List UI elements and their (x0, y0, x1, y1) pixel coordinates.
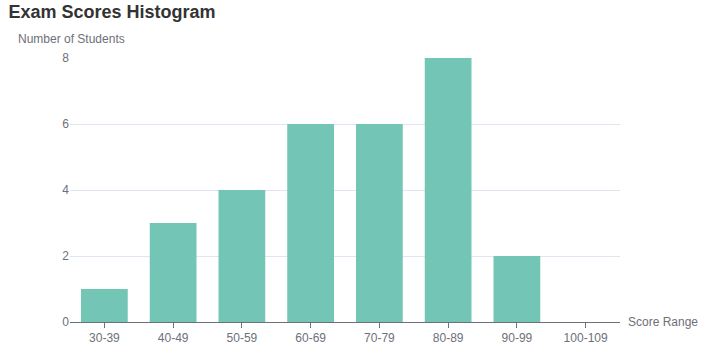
svg-text:100-109: 100-109 (564, 331, 608, 345)
svg-text:70-79: 70-79 (364, 331, 395, 345)
svg-text:90-99: 90-99 (502, 331, 533, 345)
svg-text:Number of Students: Number of Students (18, 32, 125, 46)
svg-text:2: 2 (62, 249, 69, 263)
svg-text:Score Range: Score Range (628, 315, 698, 329)
svg-text:6: 6 (62, 117, 69, 131)
svg-text:Exam Scores Histogram: Exam Scores Histogram (9, 2, 216, 22)
svg-text:40-49: 40-49 (158, 331, 189, 345)
svg-text:30-39: 30-39 (89, 331, 120, 345)
svg-text:50-59: 50-59 (227, 331, 258, 345)
svg-text:8: 8 (62, 51, 69, 65)
svg-text:80-89: 80-89 (433, 331, 464, 345)
svg-text:4: 4 (62, 183, 69, 197)
svg-text:60-69: 60-69 (295, 331, 326, 345)
svg-text:0: 0 (62, 315, 69, 329)
